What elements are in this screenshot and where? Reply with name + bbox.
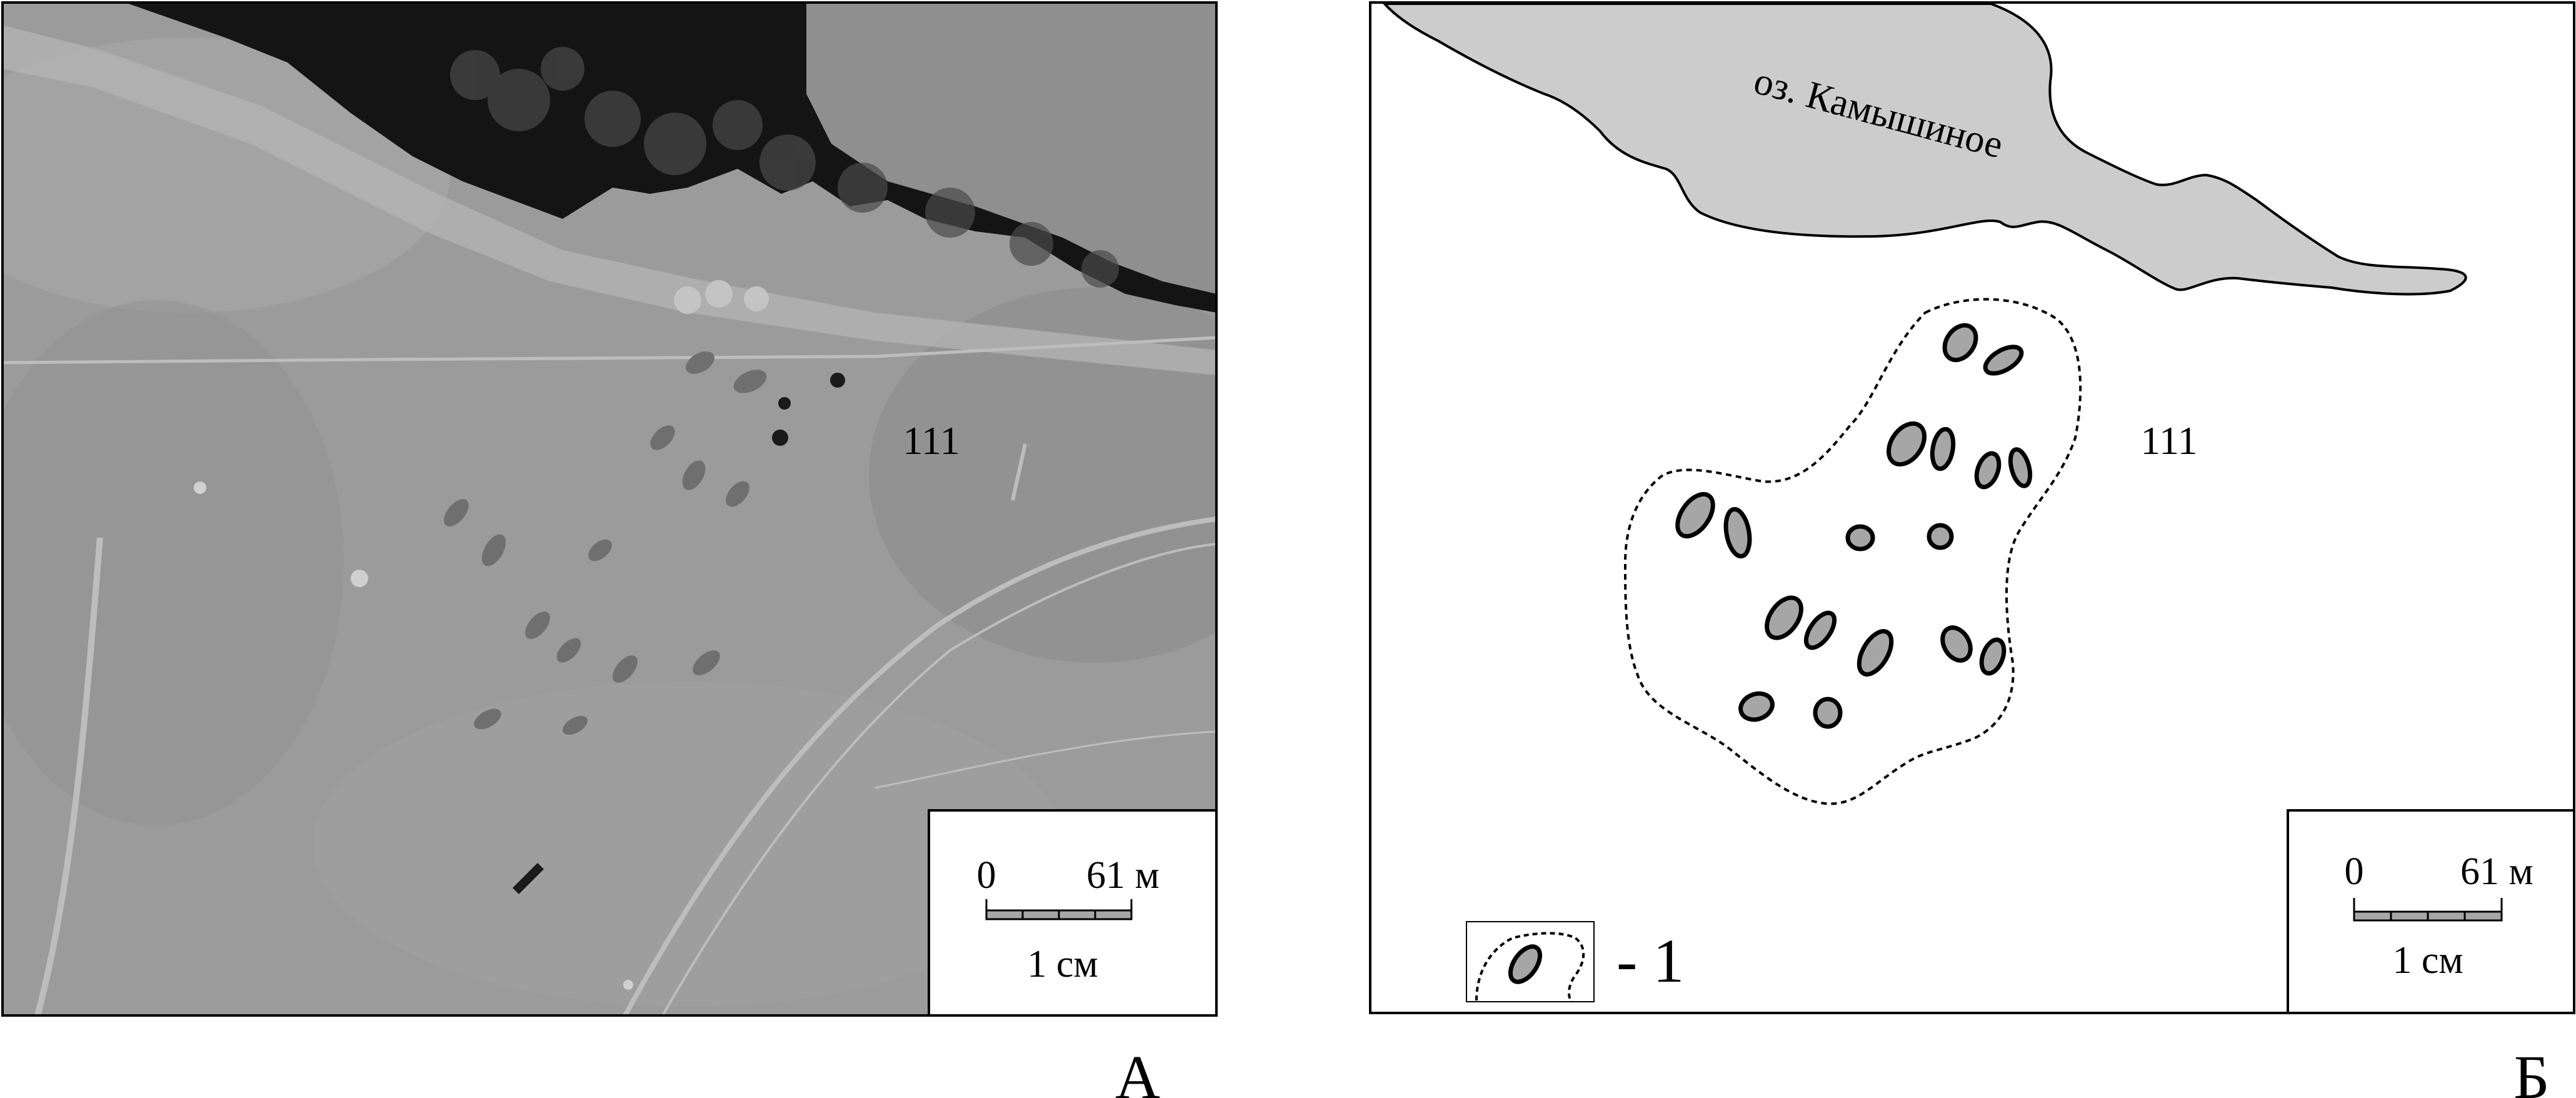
scale-distance-label: 61 м	[2460, 850, 2533, 893]
scale-bar-box: 0 61 м 1 см	[2287, 809, 2575, 1014]
mound-marker	[1927, 523, 1954, 550]
scale-zero-label: 0	[2345, 850, 2364, 893]
mound-marker	[1813, 697, 1843, 729]
mound-marker	[1845, 524, 1875, 552]
photo-shore-mounds	[674, 280, 769, 314]
scale-zero-label: 0	[977, 854, 996, 897]
photo-light-area	[313, 682, 1063, 1007]
mound-marker	[1765, 595, 1803, 640]
mound-marker	[1930, 426, 1956, 471]
photo-reed-texture	[450, 47, 1119, 288]
legend-label: - 1	[1616, 926, 1684, 995]
panel-letter-a: А	[1115, 1042, 1160, 1098]
scale-bar-box: 0 61 м 1 см	[928, 809, 1218, 1017]
mound-marker	[1723, 506, 1752, 559]
site-number-label: 111	[903, 418, 960, 463]
mound-marker	[1738, 691, 1775, 722]
mound-marker	[1886, 421, 1927, 467]
scale-map-length-label: 1 см	[1027, 943, 1098, 985]
photo-shore-strip	[3, 25, 1216, 375]
burial-ground-boundary	[1623, 298, 2082, 805]
mound-marker	[1983, 345, 2024, 376]
photo-dark-area	[869, 288, 1216, 663]
legend: - 1	[1466, 921, 1684, 1003]
scale-map-length-label: 1 см	[2392, 939, 2463, 982]
legend-boundary-sample	[1475, 932, 1585, 1003]
lake-shape	[1381, 2, 2467, 296]
site-number-label: 111	[2140, 418, 2197, 463]
mound-marker	[1974, 451, 2002, 490]
mound-marker	[1857, 629, 1894, 677]
panel-letter-b: Б	[2513, 1042, 2549, 1098]
photo-dark-spots	[513, 373, 845, 894]
photo-border	[1, 1, 1218, 1017]
mound-marker	[1979, 637, 2007, 676]
mound-marker	[1675, 491, 1715, 539]
photo-light-area	[3, 38, 450, 313]
photo-mound-features	[444, 351, 767, 735]
aerial-photo-panel: 111 0 61 м 1 см	[1, 1, 1218, 1017]
mound-marker	[1942, 323, 1978, 363]
scale-distance-label: 61 м	[1086, 854, 1160, 897]
mound-marker	[1940, 625, 1973, 663]
photo-light-spots	[194, 481, 633, 990]
schematic-map-panel: оз. Камышиное 111 - 1	[1369, 1, 2575, 1014]
mound-marker	[1803, 610, 1837, 650]
photo-field-patch	[806, 3, 1216, 294]
mound-markers	[1675, 323, 2033, 729]
photo-road-lines	[3, 336, 1216, 1015]
legend-mound-sample	[1508, 944, 1543, 984]
mound-marker	[2008, 447, 2033, 488]
